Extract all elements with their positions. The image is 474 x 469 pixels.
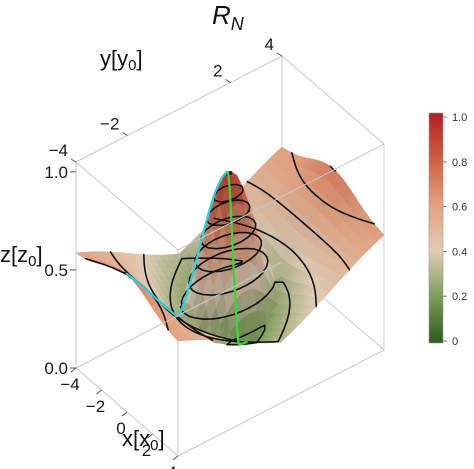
x-tick-mark xyxy=(147,433,153,439)
x-axis-label-sub: 0 xyxy=(150,437,158,454)
x-tick-mark xyxy=(96,389,102,395)
chart-title: RN xyxy=(212,0,245,34)
z-tick-label: 0.0 xyxy=(44,359,68,378)
y-tick-mark xyxy=(70,158,77,163)
y-tick-mark xyxy=(276,52,283,57)
x-tick-label: 2 xyxy=(142,441,151,460)
z-axis-label-var: z xyxy=(0,242,11,267)
colorbar-tick-label: 0 xyxy=(452,336,458,348)
colorbar-ticks: 0 0.2 0.4 0.6 0.8 1.0 xyxy=(443,112,467,348)
z-tick-label: 1.0 xyxy=(44,163,68,182)
z-axis-label-sub: 0 xyxy=(28,253,36,270)
green-curve xyxy=(226,171,248,347)
chart-title-sub: N xyxy=(231,14,245,34)
colorbar-tick-label: 0.6 xyxy=(452,202,467,214)
contour-line xyxy=(226,324,266,346)
x-tick-label: 0 xyxy=(116,419,125,438)
surface-patch xyxy=(173,336,186,342)
x-tick-mark xyxy=(121,411,128,417)
box-edge xyxy=(281,55,385,145)
x-axis-label: x[x0] xyxy=(122,426,165,454)
colorbar-tick-label: 1.0 xyxy=(452,112,467,124)
colorbar xyxy=(428,112,444,344)
colorbar-tick-label: 0.8 xyxy=(452,157,467,169)
x-tick-label: −4 xyxy=(60,375,79,394)
z-axis-label: z[z0] xyxy=(0,242,43,270)
box-edge xyxy=(75,161,179,251)
y-axis-label-unit: y xyxy=(117,46,128,71)
y-tick-label: 2 xyxy=(213,62,222,81)
z-tick-label: 0.5 xyxy=(44,261,68,280)
x-tick-mark xyxy=(172,455,179,461)
z-axis-ticks: 0.0 0.5 1.0 xyxy=(44,163,76,378)
x-tick-label: 4 xyxy=(167,463,176,469)
y-axis-label-sub: 0 xyxy=(128,57,136,74)
y-tick-label: 4 xyxy=(265,35,274,54)
y-tick-label: −4 xyxy=(49,141,68,160)
box-edge xyxy=(177,143,385,251)
contour-line xyxy=(85,152,375,331)
x-tick-mark xyxy=(70,367,77,373)
y-tick-mark xyxy=(122,132,128,136)
x-axis-ticks: −4 −2 02 4 xyxy=(60,367,179,469)
box-edge xyxy=(75,55,283,163)
y-axis-label: y[y0] xyxy=(100,46,143,74)
z-axis-label-unit: z xyxy=(17,242,28,267)
y-axis-ticks: −4 −2 2 4 xyxy=(49,35,283,163)
y-tick-mark xyxy=(225,79,231,83)
y-tick-label: −2 xyxy=(100,115,119,134)
colorbar-tick-label: 0.2 xyxy=(452,291,467,303)
box-edge xyxy=(177,349,385,457)
x-axis-label-var: x xyxy=(122,426,133,451)
x-axis-label-unit: x xyxy=(139,426,150,451)
box-edge xyxy=(75,261,283,369)
colorbar-tick-label: 0.4 xyxy=(452,246,467,258)
y-axis-label-var: y xyxy=(100,46,111,71)
chart-title-main: R xyxy=(212,0,231,30)
x-tick-label: −2 xyxy=(86,397,105,416)
